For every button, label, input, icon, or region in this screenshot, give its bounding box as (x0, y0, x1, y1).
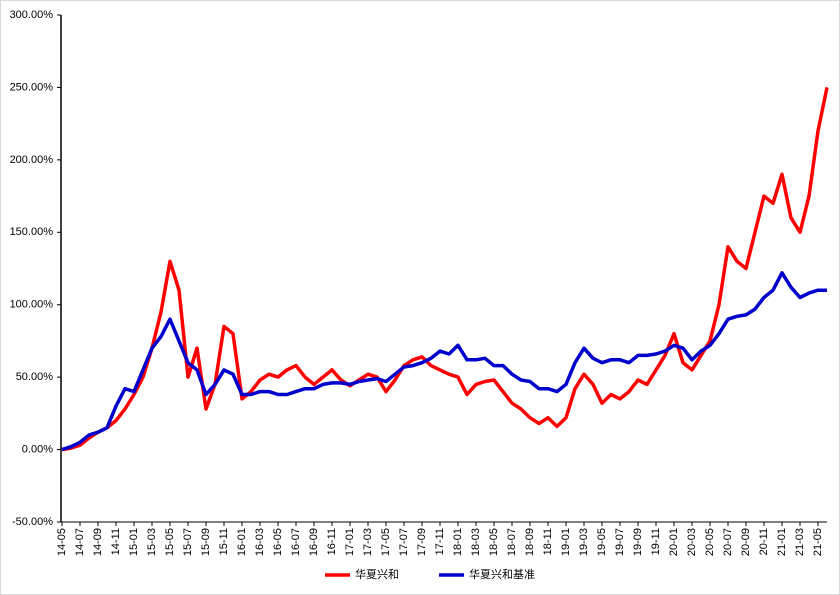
x-tick-label: 20-09 (740, 528, 752, 556)
x-tick-label: 17-03 (362, 528, 374, 556)
y-tick-label: -50.00% (12, 516, 53, 528)
series-line (61, 271, 827, 452)
x-tick-label: 19-01 (560, 528, 572, 556)
x-tick-label: 14-05 (56, 528, 68, 556)
x-tick-label: 17-11 (434, 528, 446, 555)
y-tick-label: 0.00% (22, 443, 53, 455)
x-tick-label: 18-03 (470, 528, 482, 556)
x-tick-label: 15-01 (128, 528, 140, 556)
x-tick-label: 19-05 (596, 528, 608, 556)
x-tick-label: 20-01 (668, 528, 680, 556)
x-tick-label: 16-11 (326, 528, 338, 555)
x-tick-label: 18-11 (542, 528, 554, 555)
x-tick-label: 20-05 (704, 528, 716, 556)
x-tick-label: 18-01 (452, 528, 464, 556)
x-tick-label: 20-07 (722, 528, 734, 556)
x-tick-label: 14-09 (92, 528, 104, 556)
x-tick-label: 16-01 (236, 528, 248, 556)
x-tick-label: 18-09 (524, 528, 536, 556)
y-tick-label: 100.00% (10, 299, 54, 311)
series-line (61, 87, 829, 452)
x-tick-label: 16-09 (308, 528, 320, 556)
x-tick-label: 15-03 (146, 528, 158, 556)
y-tick-label: 150.00% (10, 226, 54, 238)
y-tick-label: 250.00% (10, 81, 54, 93)
x-tick-label: 16-07 (290, 528, 302, 556)
x-tick-label: 19-07 (614, 528, 626, 556)
x-tick-label: 20-03 (686, 528, 698, 556)
x-tick-label: 21-03 (794, 528, 806, 556)
x-tick-label: 19-09 (632, 528, 644, 556)
x-tick-label: 21-01 (776, 528, 788, 556)
y-tick-label: 50.00% (16, 371, 54, 383)
x-tick-label: 19-03 (578, 528, 590, 556)
x-tick-label: 17-01 (344, 528, 356, 556)
x-tick-label: 15-05 (164, 528, 176, 556)
legend-label: 华夏兴和基准 (469, 567, 535, 581)
x-tick-label: 17-05 (380, 528, 392, 556)
x-tick-label: 16-05 (272, 528, 284, 556)
x-tick-label: 17-09 (416, 528, 428, 556)
legend-label: 华夏兴和 (355, 567, 399, 581)
x-tick-label: 21-05 (812, 528, 824, 556)
x-tick-label: 14-07 (74, 528, 86, 556)
x-tick-label: 17-07 (398, 528, 410, 556)
x-tick-label: 18-07 (506, 528, 518, 556)
x-tick-label: 14-11 (110, 528, 122, 555)
y-tick-label: 200.00% (10, 154, 54, 166)
x-tick-label: 16-03 (254, 528, 266, 556)
x-tick-label: 19-11 (650, 528, 662, 555)
x-tick-label: 18-05 (488, 528, 500, 556)
x-tick-label: 15-11 (218, 528, 230, 555)
x-tick-label: 15-09 (200, 528, 212, 556)
x-tick-label: 15-07 (182, 528, 194, 556)
x-tick-label: 20-11 (758, 528, 770, 555)
y-tick-label: 300.00% (10, 9, 54, 21)
